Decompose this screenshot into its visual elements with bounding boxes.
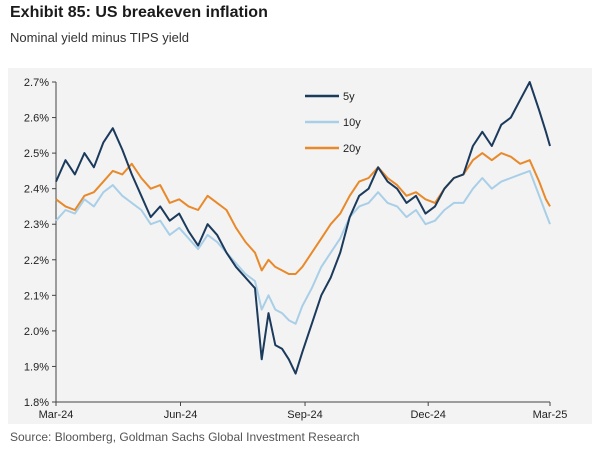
x-tick-label: Jun-24 [164,409,198,421]
x-tick-label: Mar-25 [533,409,568,421]
x-tick-label: Mar-24 [39,409,74,421]
y-tick-label: 1.9% [24,361,49,373]
chart-background [8,68,592,424]
y-tick-label: 2.1% [24,290,49,302]
series-line-5y [55,81,551,375]
y-tick-label: 2.0% [24,326,49,338]
x-tick-label: Dec-24 [410,409,445,421]
y-tick-label: 1.8% [24,397,49,409]
series-line-20y [55,152,551,275]
legend: 5y 10y 20y [305,91,361,155]
series-lines [55,81,551,375]
legend-label-5y: 5y [343,91,355,103]
y-tick-label: 2.7% [24,77,49,89]
x-tick-label: Sep-24 [287,409,322,421]
legend-label-10y: 10y [343,117,361,129]
chart-title: Exhibit 85: US breakeven inflation [10,4,268,21]
source-note: Source: Bloomberg, Goldman Sachs Global … [10,430,360,444]
series-line-10y [55,169,551,325]
y-tick-label: 2.2% [24,255,49,267]
chart-axes: 1.8% 1.9% 2.0% 2.1% 2.2% 2.3% 2.4% 2.5% 2.6% 2.7%… [24,77,568,421]
y-tick-label: 2.5% [24,148,49,160]
chart-subtitle: Nominal yield minus TIPS yield [10,30,189,45]
y-tick-label: 2.4% [24,184,49,196]
y-tick-label: 2.6% [24,113,49,125]
y-tick-label: 2.3% [24,219,49,231]
legend-label-20y: 20y [343,143,361,155]
